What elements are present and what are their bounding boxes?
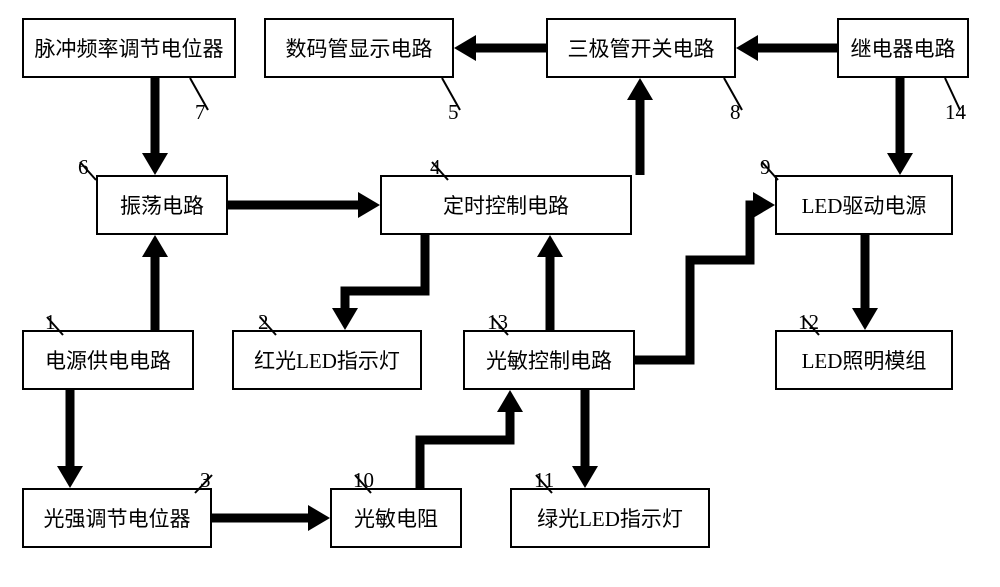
label-num-n4: 4 [430,155,441,180]
box-b4: 定时控制电路 [380,175,632,235]
diagram-canvas: 脉冲频率调节电位器数码管显示电路 三极管开关电路 继电器电路振荡电路 定时控制电路 LE… [0,0,1000,587]
label-num-n7: 7 [195,100,206,125]
label-num-n11: 11 [534,468,554,493]
box-b2: 红光LED指示灯 [232,330,422,390]
box-b3: 光强调节电位器 [22,488,212,548]
label-num-n3: 3 [200,468,211,493]
label-num-n10: 10 [353,468,374,493]
box-b14: 继电器电路 [837,18,969,78]
box-b9: LED驱动电源 [775,175,953,235]
label-num-n6: 6 [78,155,89,180]
box-b5: 数码管显示电路 [264,18,454,78]
label-num-n14: 14 [945,100,966,125]
box-b13: 光敏控制电路 [463,330,635,390]
label-num-n5: 5 [448,100,459,125]
box-b11: 绿光LED指示灯 [510,488,710,548]
box-b12: LED照明模组 [775,330,953,390]
box-b8: 三极管开关电路 [546,18,736,78]
label-num-n13: 13 [487,310,508,335]
label-num-n12: 12 [798,310,819,335]
box-b1: 电源供电电路 [22,330,194,390]
box-b6: 振荡电路 [96,175,228,235]
box-b10: 光敏电阻 [330,488,462,548]
label-num-n1: 1 [45,310,56,335]
box-b7: 脉冲频率调节电位器 [22,18,236,78]
label-num-n2: 2 [258,310,269,335]
label-num-n9: 9 [760,155,771,180]
label-num-n8: 8 [730,100,741,125]
